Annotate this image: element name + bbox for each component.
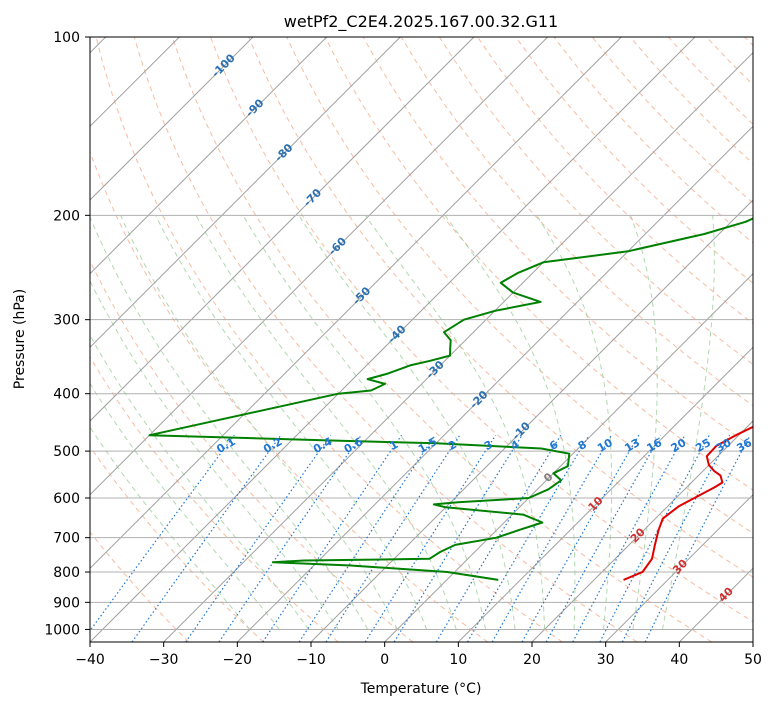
x-tick-label: −10: [296, 652, 326, 668]
mixing-ratio-line: [545, 434, 662, 642]
y-tick-label: 300: [53, 313, 80, 329]
moist-adiabat: [630, 215, 658, 630]
moist-adiabat: [90, 334, 310, 630]
isotherm-line: [752, 641, 753, 642]
moist-adiabat: [661, 215, 715, 630]
y-axis-title: Pressure (hPa): [12, 289, 28, 389]
y-axis: 100 200 300 400 500 600 700 800 900 1000: [44, 30, 90, 638]
dry-adiabat: [90, 356, 339, 642]
mixing-ratio-line: [491, 434, 613, 642]
dry-adiabat: [210, 37, 753, 623]
mixing-ratio-line: [466, 434, 590, 642]
x-tick-label: 50: [744, 652, 762, 668]
x-tick-label: 30: [597, 652, 615, 668]
mixing-ratio-line: [644, 434, 751, 642]
y-tick-label: 1000: [44, 622, 80, 638]
x-tick-label: −30: [149, 652, 179, 668]
dry-adiabat: [400, 37, 753, 407]
plot-background: [90, 37, 753, 642]
x-tick-label: 0: [380, 652, 389, 668]
dry-adiabat: [438, 37, 753, 366]
mixing-ratio-line: [218, 434, 362, 642]
moist-adiabat: [536, 215, 613, 630]
moist-adiabat: [364, 215, 546, 630]
mixing-ratio-line: [521, 434, 640, 642]
x-axis-title: Temperature (°C): [360, 681, 482, 697]
x-tick-label: −20: [223, 652, 253, 668]
isotherm-line: [384, 272, 753, 642]
plot-frame: [89, 36, 754, 643]
x-tick-label: 20: [523, 652, 541, 668]
dry-adiabat: [133, 37, 638, 642]
mixing-ratio-line: [572, 434, 686, 642]
y-tick-label: 600: [53, 491, 80, 507]
background-lines: [90, 37, 753, 642]
isotherm-line: [90, 37, 401, 349]
isotherm-line: [236, 125, 753, 642]
isotherm-line: [531, 420, 753, 642]
mixing-ratio-line: [393, 434, 523, 642]
x-tick-label: 40: [670, 652, 688, 668]
mixing-ratio-line: [435, 434, 562, 642]
dry-adiabat: [90, 150, 488, 642]
isotherm-line: [310, 199, 753, 642]
moist-adiabat: [155, 215, 428, 630]
isotherm-line: [90, 37, 696, 642]
y-tick-label: 200: [53, 208, 80, 224]
chart-title: wetPf2_C2E4.2025.167.00.32.G11: [284, 12, 558, 32]
y-tick-label: 700: [53, 531, 80, 547]
y-tick-label: 400: [53, 387, 80, 403]
isotherm-line: [90, 37, 475, 422]
mixing-ratio-line: [364, 434, 497, 642]
dry-adiabat: [90, 531, 190, 642]
dry-adiabat: [171, 37, 712, 642]
moist-adiabat: [444, 215, 576, 630]
isotherm-line: [163, 51, 753, 642]
y-tick-label: 500: [53, 444, 80, 460]
sounding-lines: [148, 217, 753, 581]
y-tick-label: 800: [53, 565, 80, 581]
y-tick-label: 100: [53, 30, 80, 46]
moist-adiabat: [90, 382, 280, 630]
dry-adiabat: [90, 445, 264, 642]
dry-adiabat: [248, 37, 753, 578]
moist-adiabat: [90, 426, 251, 630]
isotherm-line: [90, 37, 328, 275]
dewpoint-profile-line: [148, 217, 753, 581]
x-tick-label: −40: [75, 652, 105, 668]
mixing-ratio-line: [325, 434, 461, 642]
dry-adiabat: [515, 37, 753, 284]
mixing-ratio-line: [90, 434, 235, 632]
isotherm-line: [90, 37, 549, 496]
isotherm-line: [605, 493, 753, 642]
x-axis: −40 −30 −20 −10 0 10 20 30 40 50: [75, 642, 762, 668]
dry-adiabat: [95, 37, 563, 642]
x-tick-label: 10: [449, 652, 467, 668]
isotherm-line: [457, 346, 753, 642]
isotherm-line: [90, 37, 622, 570]
y-tick-label: 900: [53, 595, 80, 611]
mixing-ratio-line: [621, 434, 731, 642]
temperature-profile-line: [623, 425, 753, 581]
mixing-ratio-line: [185, 434, 332, 642]
isotherm-line: [90, 37, 254, 201]
